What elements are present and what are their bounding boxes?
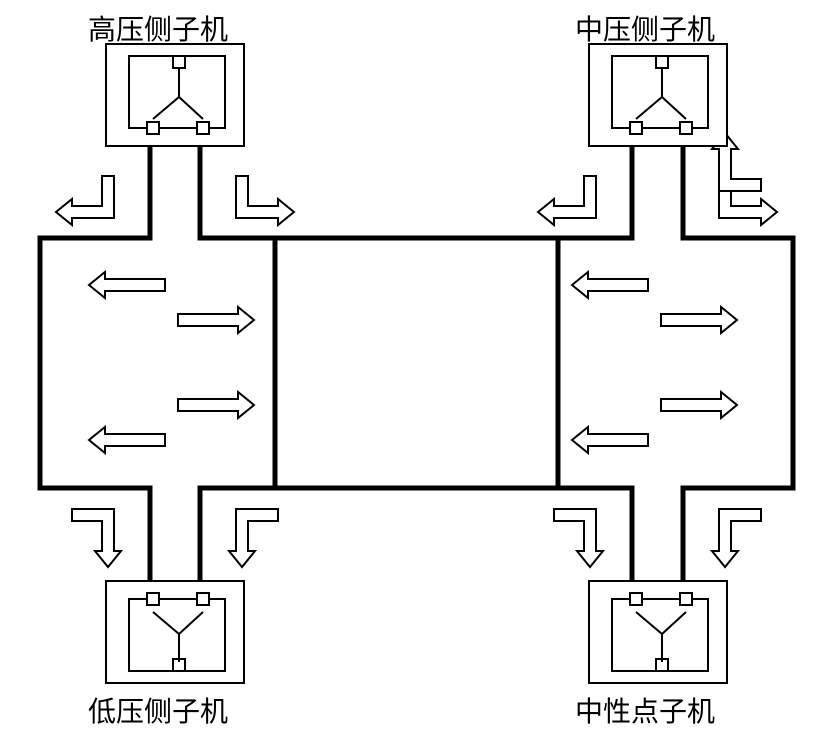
device-top-right (588, 43, 728, 147)
device-tree-icon (613, 57, 711, 131)
device-top-left-inner (128, 55, 226, 129)
device-bot-left-inner (128, 598, 226, 672)
device-tree-icon (613, 600, 711, 674)
device-bot-left (105, 580, 245, 684)
diagram-root: 高压侧子机 中压侧子机 低压侧子机 中性点子机 (0, 0, 833, 745)
device-tree-icon (130, 57, 228, 131)
device-top-right-inner (611, 55, 709, 129)
device-tree-icon (130, 600, 228, 674)
device-bot-right-inner (611, 598, 709, 672)
device-top-left (105, 43, 245, 147)
device-bot-right (588, 580, 728, 684)
